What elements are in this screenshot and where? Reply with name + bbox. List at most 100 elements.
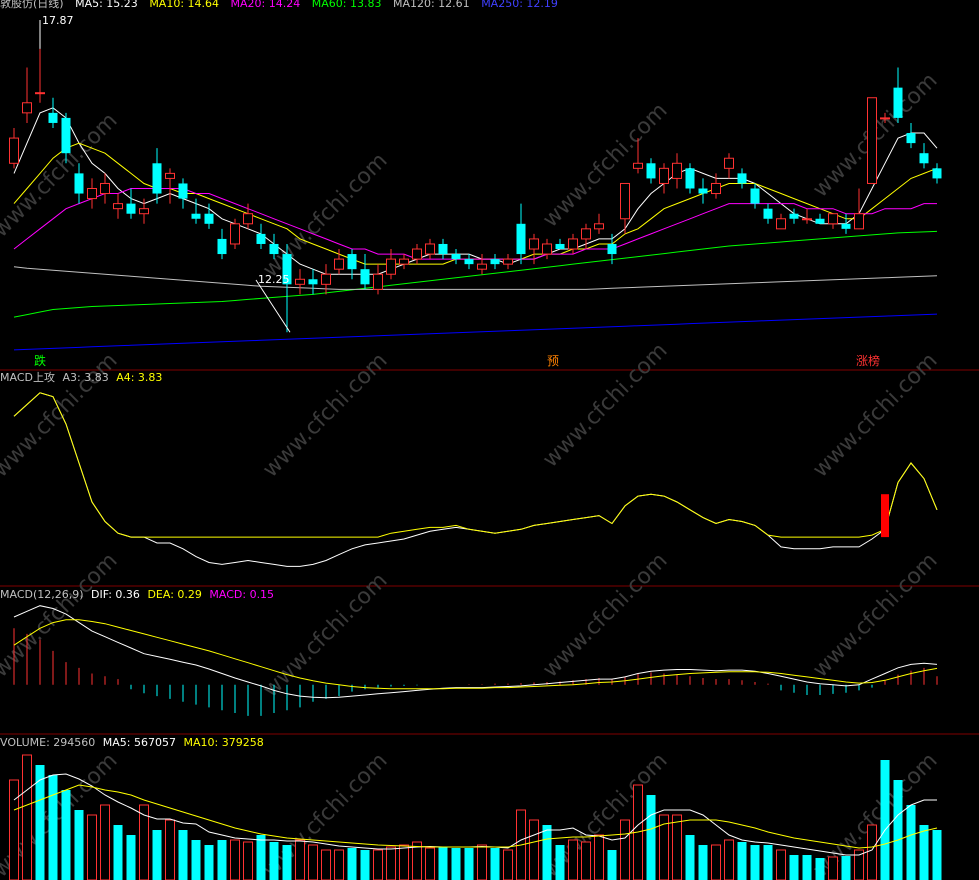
- macd-attack-plot: [13, 392, 938, 567]
- candle: [321, 264, 331, 295]
- volume-bar-up: [399, 844, 409, 880]
- candle-body-down: [516, 223, 526, 255]
- candle-body-up: [867, 97, 877, 184]
- candle-body-up: [776, 218, 786, 230]
- volume-bar-down: [204, 845, 214, 880]
- watermark-text: www.cfchi.com: [258, 148, 392, 282]
- volume-bar-down: [74, 810, 84, 880]
- candle: [425, 238, 435, 260]
- candle: [347, 249, 357, 280]
- volume-bar-down: [737, 842, 747, 880]
- candle-body-up: [802, 218, 812, 221]
- candle: [620, 182, 630, 234]
- candle-body-up: [568, 238, 578, 250]
- watermark-text: www.cfchi.com: [258, 348, 392, 482]
- candle: [256, 223, 266, 250]
- volume-plot: [9, 754, 942, 880]
- volume-bar-down: [542, 825, 552, 880]
- candle-body-down: [555, 243, 565, 250]
- candle: [308, 269, 318, 295]
- volume-bar-up: [412, 841, 422, 880]
- volume-bar-up: [87, 814, 97, 880]
- candle-body-up: [711, 182, 721, 195]
- candle: [906, 122, 916, 149]
- candle-body-up: [9, 137, 19, 164]
- low-price-label: 12.25: [258, 273, 290, 286]
- volume-bar-down: [555, 845, 565, 880]
- limit-tag: 涨榜: [856, 353, 880, 368]
- candle: [269, 233, 279, 260]
- volume-ma5-value: MA5: 567057: [102, 736, 176, 749]
- candle: [126, 188, 136, 219]
- volume-bar-up: [594, 834, 604, 880]
- candle-body-up: [165, 172, 175, 179]
- volume-bar-up: [22, 754, 32, 880]
- candle: [854, 188, 864, 230]
- volume-bar-down: [750, 845, 760, 880]
- volume-bar-down: [490, 848, 500, 880]
- candle: [828, 213, 838, 229]
- macd-attack-header: MACD上攻 A3: 3.83 A4: 3.83: [0, 371, 170, 385]
- candle: [542, 238, 552, 260]
- candle: [74, 163, 84, 204]
- candle: [529, 233, 539, 265]
- candle: [282, 243, 292, 333]
- volume-bar-down: [685, 835, 695, 880]
- volume-bar-down: [256, 835, 266, 880]
- candle-body-up: [35, 92, 45, 95]
- candle: [815, 213, 825, 224]
- ma-line-ma120: [13, 266, 938, 290]
- candle: [724, 153, 734, 179]
- candle-body-down: [126, 203, 136, 214]
- candle: [464, 254, 474, 270]
- candle-body-down: [308, 279, 318, 285]
- candle-body-down: [490, 259, 500, 265]
- candle: [438, 238, 448, 260]
- volume-bar-down: [880, 760, 890, 880]
- candle: [672, 153, 682, 189]
- candle: [399, 254, 409, 270]
- candle: [165, 168, 175, 204]
- candle-body-down: [464, 259, 474, 265]
- volume-bar-up: [139, 804, 149, 880]
- volume-bar-up: [243, 841, 253, 880]
- candle: [633, 138, 643, 174]
- volume-bar-up: [386, 846, 396, 880]
- candle: [711, 173, 721, 199]
- candle: [607, 233, 617, 265]
- main-panel-header: 敦股仿(日线) MA5: 15.23 MA10: 14.64 MA20: 14.…: [0, 0, 566, 11]
- dea-value: DEA: 0.29: [147, 588, 202, 601]
- ma-line-ma60: [13, 230, 938, 318]
- candle-body-up: [594, 223, 604, 230]
- volume-bar-up: [828, 856, 838, 880]
- candle-body-down: [256, 233, 266, 244]
- candle-body-down: [451, 254, 461, 260]
- volume-bar-up: [529, 819, 539, 880]
- candle-body-down: [893, 87, 903, 118]
- volume-bar-down: [126, 835, 136, 880]
- volume-bar-up: [308, 844, 318, 880]
- volume-bar-up: [776, 849, 786, 880]
- candle-body-up: [113, 203, 123, 210]
- candle-body-down: [217, 238, 227, 255]
- moving-average-lines: [13, 107, 938, 351]
- volume-bar-down: [815, 858, 825, 880]
- candle-body-down: [61, 117, 71, 154]
- candle-body-down: [646, 163, 656, 179]
- volume-bar-up: [659, 814, 669, 880]
- candle: [776, 213, 786, 230]
- volume-bar-down: [191, 840, 201, 880]
- volume-bar-down: [646, 795, 656, 880]
- candle: [646, 158, 656, 184]
- volume-bar-up: [711, 844, 721, 880]
- attack-line-a4: [13, 392, 938, 538]
- volume-bar-down: [893, 780, 903, 880]
- candle-body-up: [399, 258, 409, 265]
- candle-body-down: [737, 173, 747, 184]
- candle-body-down: [178, 183, 188, 199]
- candle-body-up: [295, 278, 305, 285]
- candle: [659, 163, 669, 194]
- candle: [685, 163, 695, 194]
- ma-line-ma5: [13, 107, 938, 275]
